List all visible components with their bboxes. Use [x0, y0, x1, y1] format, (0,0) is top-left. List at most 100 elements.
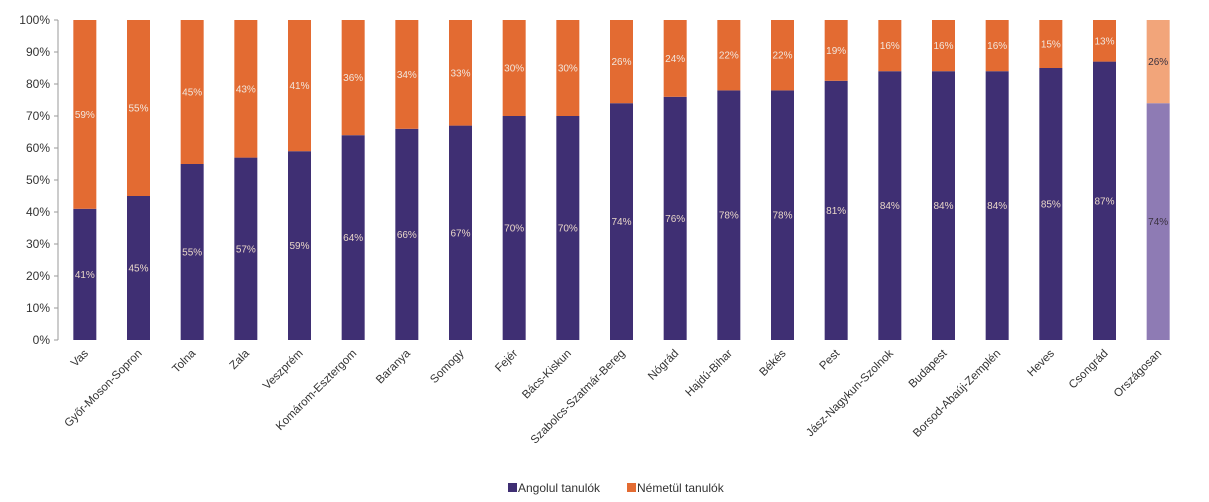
- bar-angolul: [985, 71, 1009, 340]
- y-axis: 0% 10% 20% 30% 40% 50% 60% 70% 80% 90% 100%: [19, 13, 59, 347]
- bar-angolul: [288, 151, 311, 340]
- x-tick-label: Vas: [69, 347, 91, 369]
- data-label: 30%: [558, 64, 578, 75]
- bar-angolul: [932, 71, 955, 340]
- x-tick-label: Jász-Nagykun-Szolnok: [804, 347, 896, 439]
- data-label: 55%: [182, 248, 202, 259]
- bar-nemetul: [771, 20, 794, 91]
- bar-angolul: [1093, 61, 1116, 340]
- y-tick-label: 60%: [26, 141, 50, 155]
- y-tick-label: 90%: [26, 45, 50, 59]
- x-tick-label: Budapest: [907, 347, 950, 390]
- data-label: 78%: [772, 211, 792, 222]
- x-tick-label: Baranya: [374, 347, 413, 386]
- y-tick-label: 20%: [26, 269, 50, 283]
- data-label: 74%: [1148, 217, 1168, 228]
- bar-nemetul: [288, 20, 311, 152]
- data-label: 24%: [665, 54, 685, 65]
- x-tick-label: Tolna: [170, 347, 198, 375]
- bar-angolul: [502, 116, 526, 340]
- x-tick-label: Heves: [1025, 347, 1057, 379]
- data-label: 59%: [289, 241, 309, 252]
- y-tick-label: 70%: [26, 109, 50, 123]
- data-label: 74%: [611, 217, 631, 228]
- data-label: 70%: [504, 224, 524, 235]
- x-tick-label: Borsod-Abaúj-Zemplén: [911, 348, 1003, 440]
- data-label: 67%: [450, 228, 470, 239]
- data-label: 41%: [75, 270, 95, 281]
- bar-angolul: [1146, 103, 1170, 340]
- data-label: 70%: [558, 224, 578, 235]
- legend-label: Németül tanulók: [637, 481, 725, 495]
- data-label: 22%: [719, 51, 739, 62]
- x-tick-label: Békés: [758, 347, 789, 378]
- bar-angolul: [127, 196, 150, 340]
- bar-nemetul: [556, 20, 580, 116]
- data-label: 84%: [933, 201, 953, 212]
- bar-angolul: [556, 116, 580, 340]
- x-tick-label: Nógrád: [646, 348, 681, 383]
- legend-swatch: [508, 483, 517, 492]
- data-label: 45%: [128, 264, 148, 275]
- legend: Angolul tanulók Németül tanulók: [508, 481, 725, 495]
- data-label: 41%: [289, 81, 309, 92]
- bar-angolul: [610, 103, 633, 340]
- bar-angolul: [234, 157, 258, 340]
- x-tick-label: Hajdú-Bihar: [684, 348, 736, 400]
- bar-nemetul: [1039, 20, 1063, 68]
- x-tick-label: Bács-Kiskun: [520, 348, 574, 402]
- y-tick-label: 80%: [26, 77, 50, 91]
- bar-nemetul: [878, 20, 902, 72]
- bar-angolul: [73, 208, 97, 340]
- data-label: 16%: [880, 41, 900, 52]
- data-label: 34%: [397, 70, 417, 81]
- bar-nemetul: [1146, 20, 1170, 104]
- x-tick-label: Csongrád: [1067, 348, 1111, 392]
- bar-angolul: [663, 96, 687, 340]
- x-tick-label: Veszprém: [261, 348, 306, 393]
- x-tick-label: Pest: [818, 347, 843, 372]
- bar-nemetul: [234, 20, 258, 158]
- legend-swatch: [627, 483, 636, 492]
- bar-nemetul: [449, 20, 472, 126]
- bar-nemetul: [73, 20, 97, 209]
- bar-angolul: [824, 80, 848, 341]
- bar-angolul: [717, 90, 741, 341]
- data-label: 81%: [826, 206, 846, 217]
- bars: 41% 59% 45% 55% 55% 45% 57% 43% 59% 41% 64% 36% 66% 3…: [73, 20, 1170, 341]
- bar-nemetul: [824, 20, 848, 81]
- bar-nemetul: [663, 20, 687, 97]
- data-label: 59%: [75, 110, 95, 121]
- data-label: 55%: [128, 104, 148, 115]
- data-label: 57%: [236, 244, 256, 255]
- data-label: 22%: [772, 51, 792, 62]
- data-label: 43%: [236, 84, 256, 95]
- data-label: 15%: [1041, 40, 1061, 51]
- x-tick-label: Fejér: [493, 348, 520, 375]
- bar-nemetul: [610, 20, 633, 104]
- data-label: 30%: [504, 64, 524, 75]
- y-tick-label: 100%: [19, 13, 50, 27]
- bar-nemetul: [395, 20, 419, 129]
- data-label: 64%: [343, 233, 363, 244]
- data-label: 87%: [1094, 196, 1114, 207]
- data-label: 78%: [719, 211, 739, 222]
- bar-nemetul: [341, 20, 365, 136]
- data-label: 85%: [1041, 200, 1061, 211]
- data-label: 33%: [450, 68, 470, 79]
- y-tick-label: 0%: [33, 333, 51, 347]
- bar-angolul: [341, 135, 365, 340]
- data-label: 45%: [182, 88, 202, 99]
- data-label: 66%: [397, 230, 417, 241]
- data-label: 13%: [1094, 36, 1114, 47]
- bar-nemetul: [180, 20, 204, 164]
- bar-angolul: [878, 71, 902, 340]
- bar-nemetul: [127, 20, 150, 196]
- x-tick-label: Országosan: [1112, 348, 1164, 400]
- x-tick-label: Zala: [228, 347, 253, 372]
- bar-angolul: [1039, 68, 1063, 340]
- data-label: 76%: [665, 214, 685, 225]
- bar-angolul: [395, 128, 419, 340]
